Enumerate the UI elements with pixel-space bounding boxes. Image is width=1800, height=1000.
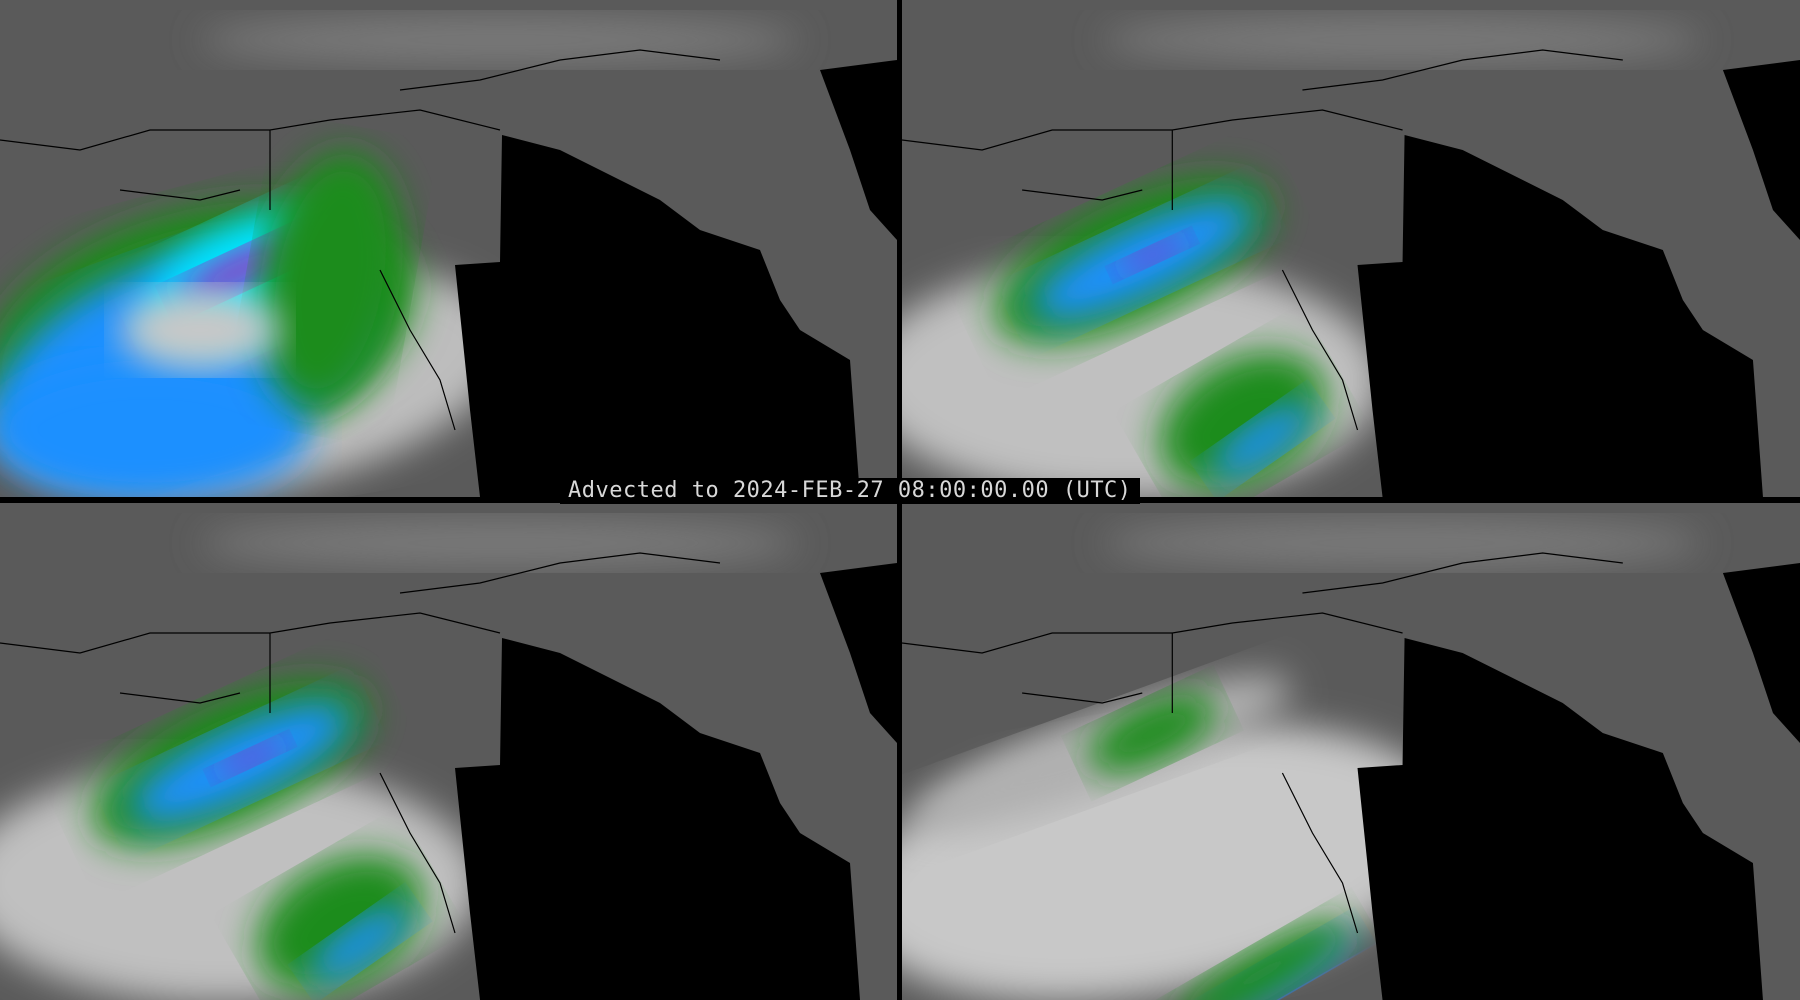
panel-top-right <box>902 0 1800 497</box>
moisture-plume <box>1158 351 1326 489</box>
land-mask-east <box>1722 563 1800 743</box>
land-mask <box>455 135 860 497</box>
panel-bottom-left <box>0 503 897 1000</box>
moisture-plume <box>1211 401 1313 479</box>
satellite-moisture-map <box>902 0 1800 497</box>
moisture-plume <box>257 151 403 409</box>
satellite-moisture-map <box>0 503 897 1000</box>
coastline <box>0 552 721 934</box>
moisture-plume <box>256 854 424 992</box>
panel-top-left <box>0 0 897 497</box>
moisture-plume <box>120 290 280 370</box>
moisture-plume <box>1115 236 1189 274</box>
land-mask-east <box>820 60 897 240</box>
land-mask <box>455 638 860 1000</box>
panel-bottom-right <box>902 503 1800 1000</box>
land-mask-east <box>1722 60 1800 240</box>
land-mask <box>1357 638 1763 1000</box>
land-mask <box>1357 135 1763 497</box>
moisture-plume <box>1174 918 1350 1000</box>
coastline <box>902 49 1623 431</box>
moisture-plume <box>1087 692 1218 774</box>
coastline <box>0 49 721 431</box>
land-mask-east <box>820 563 897 743</box>
moisture-plume <box>0 360 310 497</box>
advection-time-caption: Advected to 2024-FEB-27 08:00:00.00 (UTC… <box>560 478 1140 504</box>
moisture-plume <box>309 904 411 982</box>
coastline <box>902 552 1623 934</box>
satellite-moisture-map <box>902 503 1800 1000</box>
moisture-plume <box>213 739 287 777</box>
satellite-moisture-map <box>0 0 897 497</box>
